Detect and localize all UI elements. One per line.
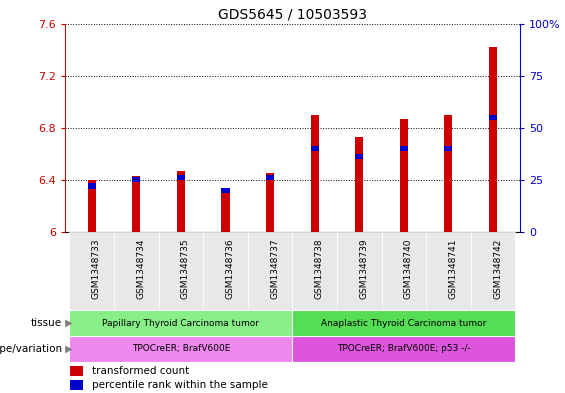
Title: GDS5645 / 10503593: GDS5645 / 10503593 [218,7,367,21]
Text: GSM1348736: GSM1348736 [225,238,234,299]
Text: tissue: tissue [31,318,62,328]
Bar [132,177,140,182]
Text: GSM1348741: GSM1348741 [449,238,458,299]
Bar [293,336,515,362]
Bar [445,146,453,151]
Bar [221,193,229,232]
Bar [69,380,83,390]
Bar [266,175,274,180]
Text: GSM1348735: GSM1348735 [181,238,190,299]
Bar [88,184,95,189]
Bar [177,175,185,180]
Text: GSM1348738: GSM1348738 [315,238,324,299]
Bar [489,47,497,232]
Bar [355,137,363,232]
Text: GSM1348739: GSM1348739 [359,238,368,299]
Bar [69,336,293,362]
Bar [159,232,203,310]
Bar [293,310,515,336]
Text: TPOCreER; BrafV600E: TPOCreER; BrafV600E [132,344,230,353]
Bar [88,180,95,232]
Bar [293,232,337,310]
Bar [311,146,319,151]
Bar [266,173,274,232]
Bar [221,187,229,193]
Bar [471,232,515,310]
Text: GSM1348734: GSM1348734 [136,238,145,299]
Bar [177,171,185,232]
Bar [355,154,363,160]
Text: ▶: ▶ [62,344,73,354]
Bar [426,232,471,310]
Bar [69,366,83,376]
Text: genotype/variation: genotype/variation [0,344,62,354]
Text: GSM1348737: GSM1348737 [270,238,279,299]
Bar [311,115,319,232]
Bar [69,310,293,336]
Bar [132,176,140,232]
Bar [248,232,293,310]
Text: ▶: ▶ [62,318,73,328]
Text: GSM1348733: GSM1348733 [92,238,101,299]
Bar [489,115,497,120]
Bar [69,232,114,310]
Text: TPOCreER; BrafV600E; p53 -/-: TPOCreER; BrafV600E; p53 -/- [337,344,471,353]
Bar [114,232,159,310]
Text: Anaplastic Thyroid Carcinoma tumor: Anaplastic Thyroid Carcinoma tumor [321,319,486,328]
Text: Papillary Thyroid Carcinoma tumor: Papillary Thyroid Carcinoma tumor [102,319,259,328]
Text: transformed count: transformed count [92,366,189,376]
Text: GSM1348742: GSM1348742 [493,238,502,299]
Text: percentile rank within the sample: percentile rank within the sample [92,380,268,390]
Text: GSM1348740: GSM1348740 [404,238,413,299]
Bar [400,146,408,151]
Bar [381,232,426,310]
Bar [400,119,408,232]
Bar [337,232,381,310]
Bar [445,115,453,232]
Bar [203,232,248,310]
